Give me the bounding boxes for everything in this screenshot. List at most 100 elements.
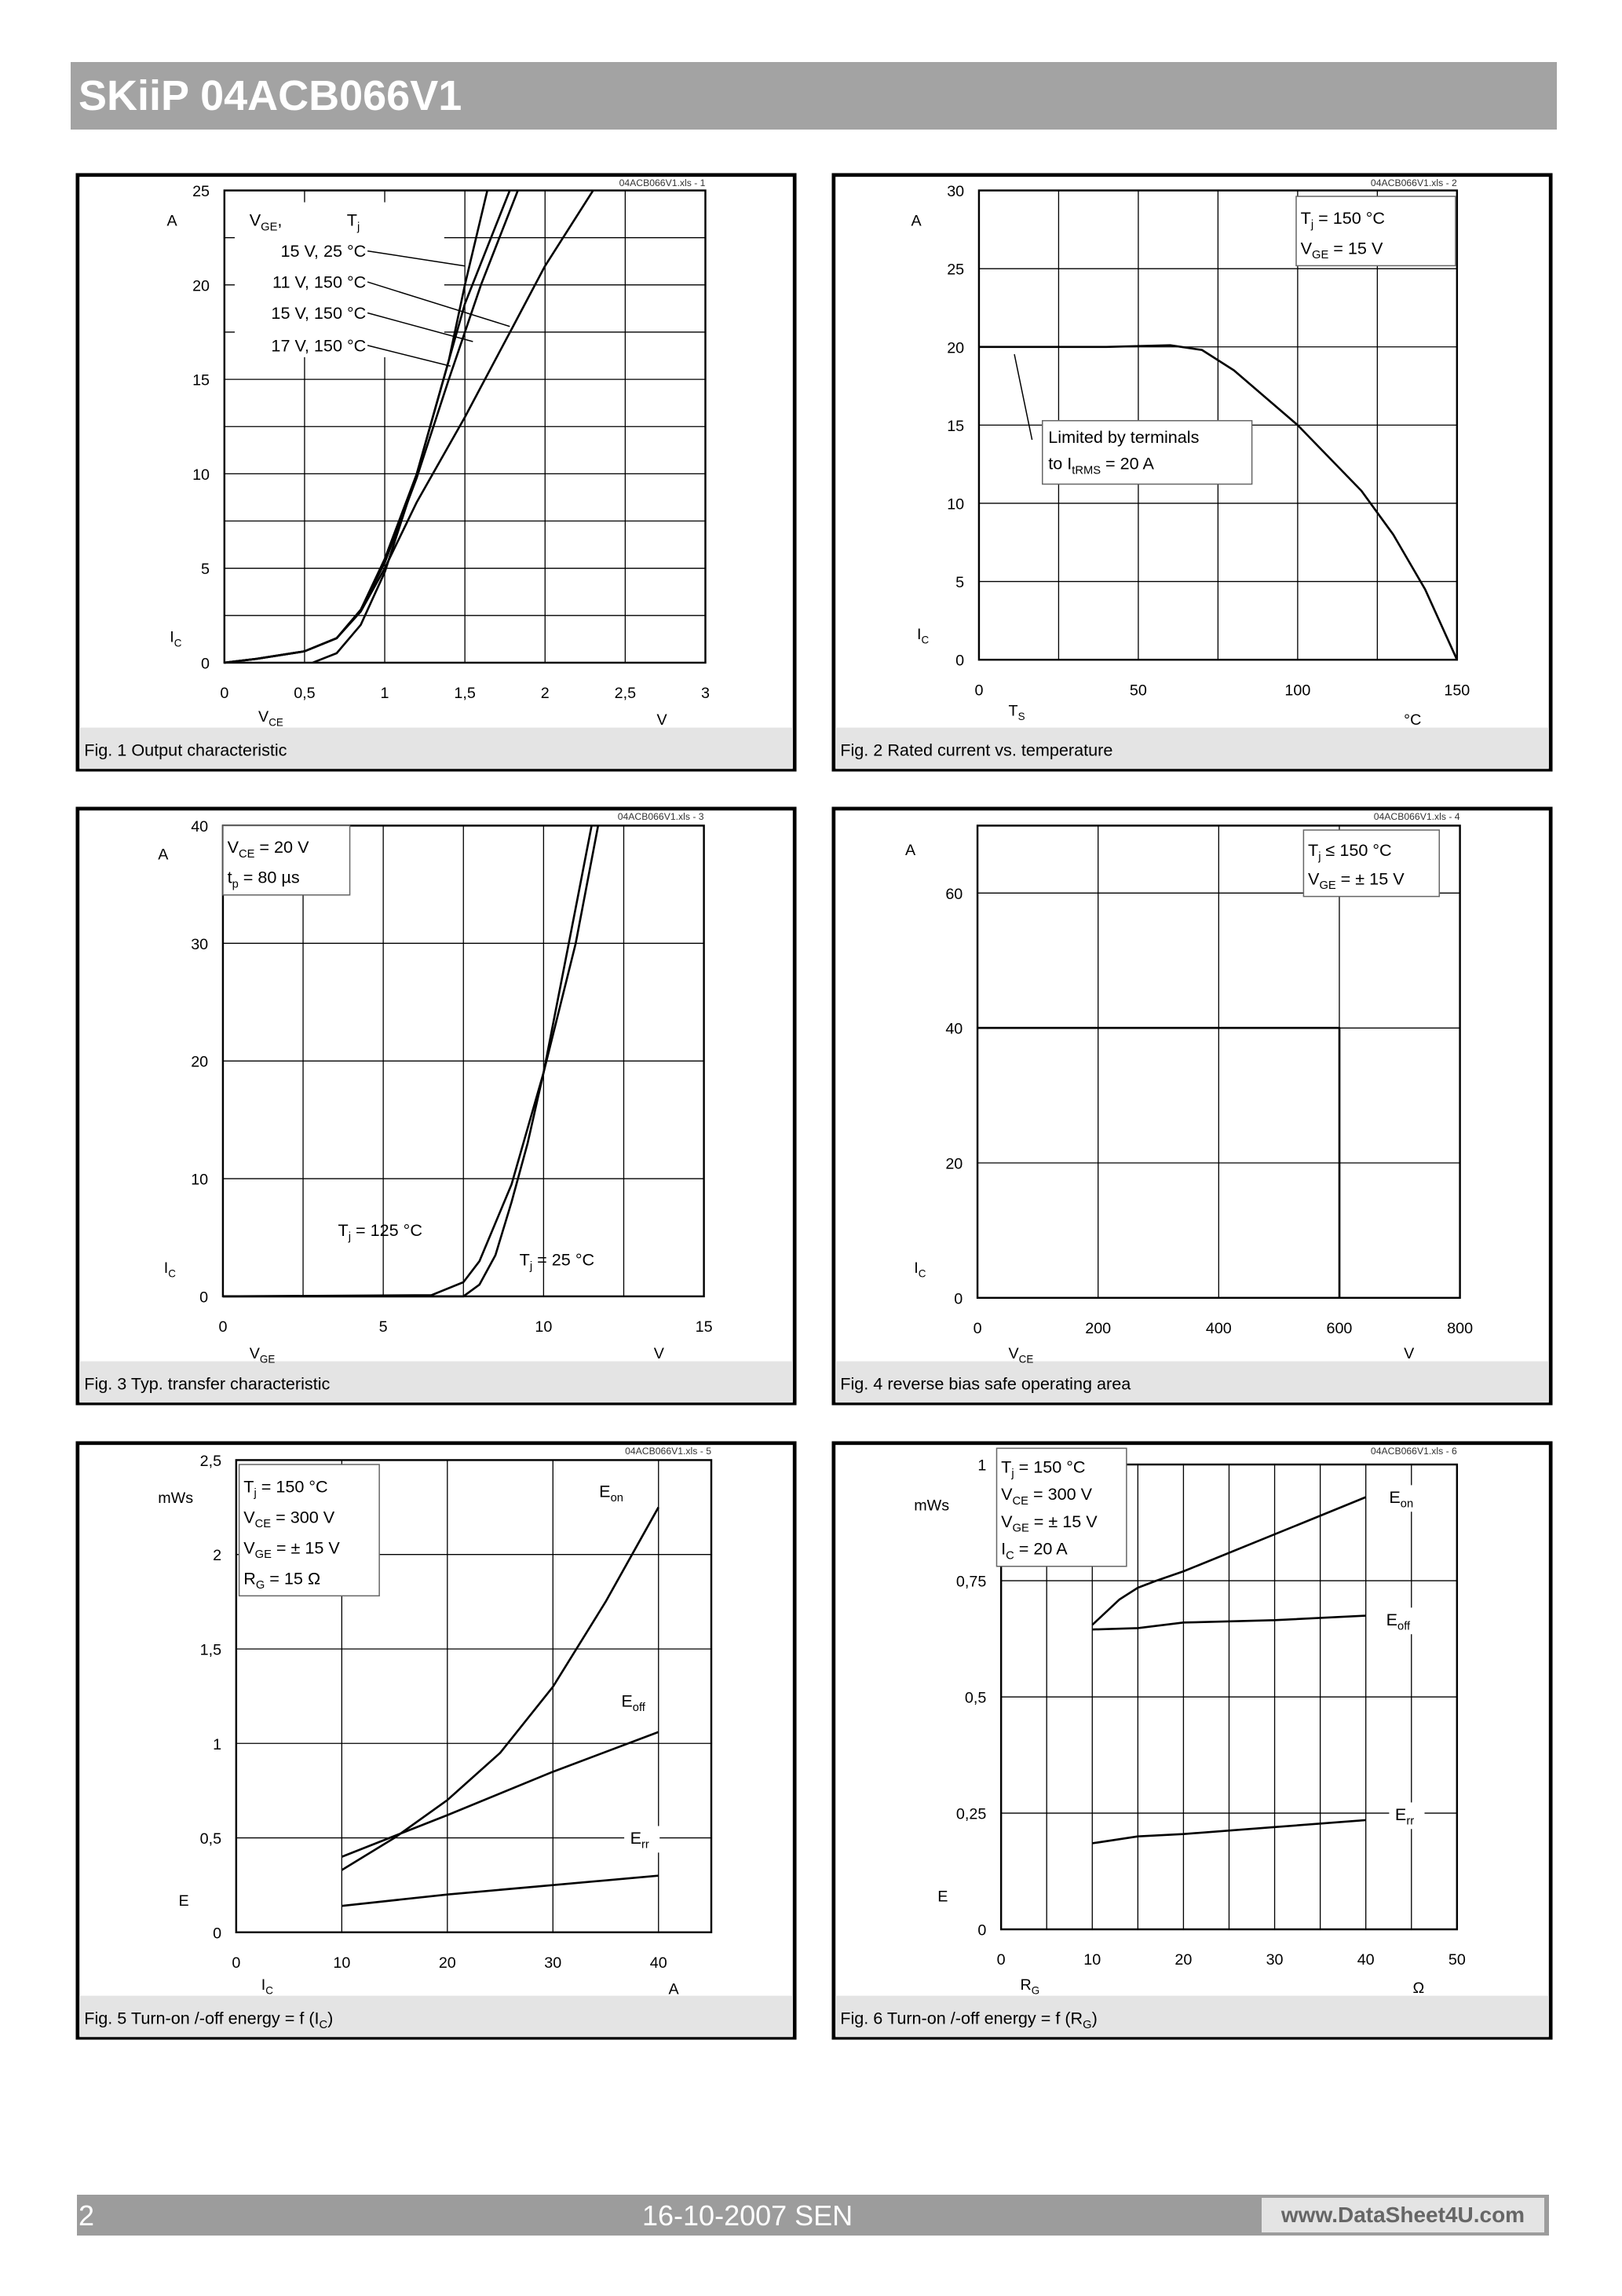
y-tick-label: 20	[945, 1156, 963, 1173]
x-axis-label: VGE	[250, 1345, 276, 1366]
x-tick-label: 30	[544, 1954, 561, 1972]
x-tick-label: 600	[1327, 1320, 1353, 1337]
x-tick-label: 20	[1174, 1951, 1192, 1969]
x-unit-label: A	[668, 1981, 679, 1998]
series-label: Eoff	[621, 1691, 645, 1714]
leader-line	[367, 250, 466, 267]
figure-caption: Fig. 4 reverse bias safe operating area	[840, 1373, 1131, 1393]
y-tick-label: 2	[213, 1547, 221, 1564]
series-line-1	[341, 1506, 659, 1871]
series-line-4	[224, 190, 511, 664]
x-tick-label: 0	[218, 1318, 227, 1336]
chart-4: Fig. 4 reverse bias safe operating area 0…	[831, 806, 1553, 1406]
file-tag: 04ACB066V1.xls - 1	[619, 177, 706, 188]
caption-bar	[835, 1995, 1549, 2038]
y-axis-label: IC	[917, 626, 929, 646]
panel-frame	[831, 806, 1553, 1406]
y-tick-label: 60	[945, 886, 963, 903]
chart-5: Fig. 5 Turn-on /-off energy = f (IC) 04AC…	[75, 1441, 797, 2040]
x-tick-label: 0	[974, 682, 983, 699]
series-line-1	[977, 1026, 1341, 1298]
figure-1-output-characteristic: Fig. 1 Output characteristic 04ACB066V1.x…	[75, 173, 797, 772]
series-label: Tj = 125 °C	[338, 1220, 422, 1244]
panel-frame	[831, 1441, 1553, 2040]
y-tick-label: 20	[191, 1054, 208, 1071]
x-axis-label: TS	[1009, 703, 1025, 723]
condition-text: Tj = 150 °C	[243, 1476, 327, 1500]
condition-text: Tj ≤ 150 °C	[1308, 840, 1392, 864]
y-tick-label: 0	[954, 1290, 963, 1307]
series-label-bg	[1383, 1485, 1419, 1512]
chart-2: Fig. 2 Rated current vs. temperature 04AC…	[831, 173, 1553, 772]
condition-text: tp = 80 µs	[228, 868, 300, 891]
series-line-2	[1092, 1614, 1366, 1631]
x-tick-label: 10	[1083, 1951, 1101, 1969]
condition-text: VGE = ± 15 V	[1001, 1512, 1098, 1535]
x-tick-label: 150	[1444, 682, 1470, 699]
series-line-1	[978, 344, 1459, 660]
x-tick-label: 50	[1130, 682, 1147, 699]
condition-text: Tj = 150 °C	[1301, 208, 1385, 232]
panel-frame	[75, 1441, 797, 2040]
x-tick-label: 40	[1357, 1951, 1375, 1969]
x-tick-label: 100	[1284, 682, 1310, 699]
caption-bar	[79, 727, 793, 770]
x-tick-label: 0	[974, 1320, 982, 1337]
series-line-3	[342, 1874, 659, 1907]
leader-line	[367, 281, 510, 327]
y-tick-label: 0,5	[200, 1830, 221, 1848]
y-tick-label: 0,25	[956, 1806, 986, 1823]
y-tick-label: 20	[192, 277, 210, 294]
y-tick-label: 30	[191, 936, 208, 953]
condition-text: VGE = 15 V	[1301, 238, 1383, 261]
watermark-logo[interactable]: www.DataSheet4U.com	[1262, 2198, 1544, 2232]
x-tick-label: 10	[333, 1954, 350, 1972]
panel-frame	[75, 806, 797, 1406]
y-unit-label: mWs	[914, 1497, 949, 1514]
y-tick-label: 5	[955, 574, 964, 591]
file-tag: 04ACB066V1.xls - 6	[1371, 1446, 1457, 1457]
condition-text: IC = 20 A	[1001, 1539, 1068, 1563]
y-axis-label: E	[179, 1892, 189, 1910]
y-tick-label: 25	[947, 261, 964, 279]
footer-bar: 2 16-10-2007 SEN www.DataSheet4U.com	[77, 2195, 1549, 2236]
x-tick-label: 3	[701, 685, 710, 702]
conditions-box	[222, 824, 351, 896]
annotation-text: to ItRMS = 20 A	[1048, 454, 1154, 477]
series-line-2	[222, 825, 593, 1298]
figure-caption: Fig. 3 Typ. transfer characteristic	[84, 1373, 330, 1393]
condition-text: VCE = 20 V	[228, 837, 309, 861]
condition-text: RG = 15 Ω	[243, 1568, 320, 1592]
conditions-box	[995, 1447, 1127, 1567]
legend-background	[234, 202, 444, 357]
y-tick-label: 30	[947, 183, 964, 200]
y-tick-label: 15	[192, 372, 210, 389]
series-label-bg	[593, 1479, 629, 1506]
series-label-bg	[1380, 1607, 1416, 1635]
x-tick-label: 0	[997, 1951, 1006, 1969]
x-tick-label: 15	[696, 1318, 713, 1336]
condition-text: Tj = 150 °C	[1001, 1457, 1085, 1480]
y-unit-label: A	[167, 213, 178, 230]
x-axis-label: IC	[261, 1976, 273, 1997]
x-tick-label: 30	[1266, 1951, 1284, 1969]
caption-bar	[79, 1995, 793, 2038]
x-unit-label: V	[1404, 1345, 1415, 1362]
figure-caption: Fig. 6 Turn-on /-off energy = f (RG)	[840, 2008, 1098, 2031]
x-tick-label: 1	[381, 685, 389, 702]
figure-6-energy-vs-rg: Fig. 6 Turn-on /-off energy = f (RG) 04AC…	[831, 1441, 1553, 2040]
x-unit-label: V	[654, 1345, 665, 1362]
chart-3: Fig. 3 Typ. transfer characteristic 04ACB…	[75, 806, 797, 1406]
footer-date: 16-10-2007 SEN	[642, 2199, 853, 2232]
x-tick-label: 5	[379, 1318, 388, 1336]
file-tag: 04ACB066V1.xls - 2	[1371, 177, 1457, 188]
plot-area	[977, 189, 1459, 661]
x-tick-label: 1,5	[454, 685, 475, 702]
series-line-1	[1091, 1496, 1367, 1626]
conditions-box	[238, 1464, 380, 1597]
condition-text: VGE = ± 15 V	[243, 1537, 340, 1561]
series-label-bg	[624, 1826, 660, 1853]
series-label: Err	[630, 1828, 649, 1852]
conditions-box	[1295, 196, 1456, 267]
figure-3-transfer-characteristic: Fig. 3 Typ. transfer characteristic 04ACB…	[75, 806, 797, 1406]
